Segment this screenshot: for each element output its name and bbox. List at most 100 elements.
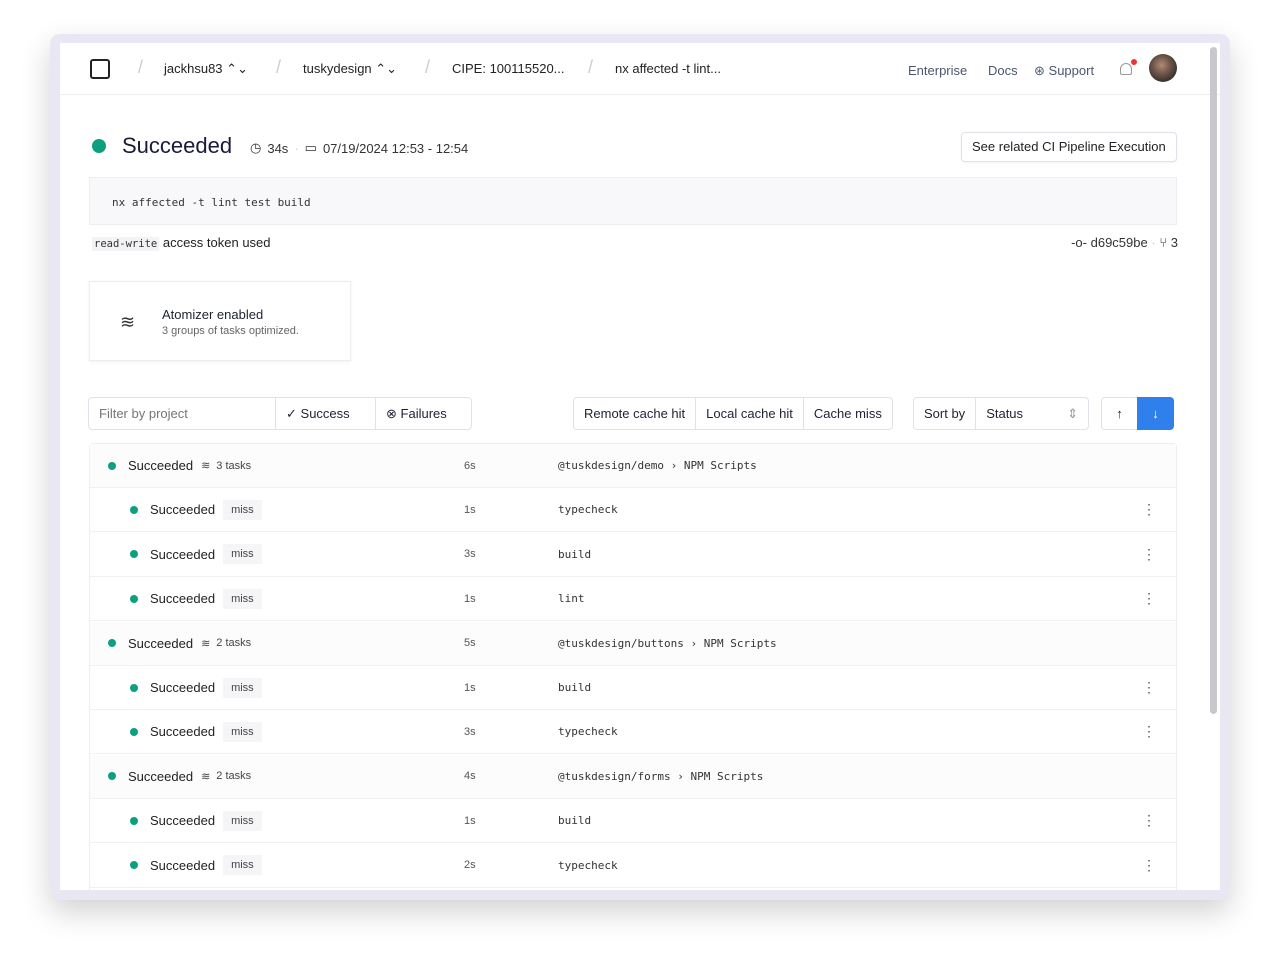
more-options-icon[interactable]: ⋮ <box>1142 545 1156 562</box>
project-name: @tuskdesign/demo <box>558 459 664 472</box>
task-count: 2 tasks <box>216 770 252 783</box>
row-duration: 3s <box>464 548 476 561</box>
row-duration: 2s <box>464 859 476 872</box>
notification-dot <box>1131 59 1137 65</box>
calendar-icon: ▭ <box>304 140 317 155</box>
row-project: @tuskdesign/buttons › NPM Scripts <box>558 636 777 650</box>
status-dot <box>130 550 138 559</box>
breadcrumb-org[interactable]: jackhsu83 ⌃⌄ <box>164 61 248 77</box>
sort-descending-button[interactable]: ↓ <box>1137 397 1174 430</box>
row-status: Succeeded <box>128 458 194 473</box>
row-project: @tuskdesign/demo › NPM Scripts <box>558 459 757 472</box>
see-related-cipe-button[interactable]: See related CI Pipeline Execution <box>961 132 1177 162</box>
task-row[interactable]: Succeeded miss 1s build ⋮ <box>90 666 1176 710</box>
remote-cache-hit-button[interactable]: Remote cache hit <box>573 397 697 430</box>
sort-ascending-button[interactable]: ↑ <box>1101 397 1138 430</box>
commit-sha[interactable]: d69c59be <box>1090 235 1148 250</box>
nav-docs[interactable]: Docs <box>988 63 1018 78</box>
task-row[interactable]: Succeeded miss 1s typecheck ⋮ <box>90 488 1176 533</box>
more-options-icon[interactable]: ⋮ <box>1142 679 1156 695</box>
sort-by-label: Sort by <box>913 397 977 430</box>
sort-select[interactable]: Status ⇕ <box>975 397 1090 430</box>
task-name: lint <box>558 592 585 606</box>
scrollbar[interactable] <box>1210 47 1217 714</box>
breadcrumb-workspace[interactable]: tuskydesign ⌃⌄ <box>303 61 397 77</box>
separator: / <box>276 57 282 77</box>
project-name: @tuskdesign/buttons <box>558 636 684 650</box>
filter-failures-button[interactable]: ⊗ Failures <box>375 397 472 430</box>
cache-filters: Remote cache hit Local cache hit Cache m… <box>573 397 893 430</box>
project-name: @tuskdesign/forms <box>558 769 671 783</box>
row-duration: 1s <box>464 592 476 605</box>
top-nav: / jackhsu83 ⌃⌄ / tuskydesign ⌃⌄ / CIPE: … <box>60 43 1220 95</box>
nx-cloud-logo-icon[interactable] <box>90 59 110 79</box>
more-options-icon[interactable]: ⋮ <box>1142 723 1156 740</box>
cache-miss-button[interactable]: Cache miss <box>802 397 893 430</box>
commit-info: -o- d69c59be · ⑂ 3 <box>1071 235 1178 250</box>
lifebuoy-icon: ⊛ <box>1034 63 1045 78</box>
more-options-icon[interactable]: ⋮ <box>1142 812 1156 829</box>
row-status: Succeeded <box>150 502 216 518</box>
status-dot <box>130 727 138 736</box>
app-window: / jackhsu83 ⌃⌄ / tuskydesign ⌃⌄ / CIPE: … <box>60 43 1220 890</box>
status-dot <box>108 461 116 470</box>
chevron-updown-icon: ⌃⌄ <box>226 61 248 76</box>
layers-icon: ≋ <box>201 460 211 472</box>
task-row[interactable]: Succeeded miss 1s build ⋮ <box>90 799 1176 844</box>
task-row[interactable]: Succeeded miss 1s lint ⋮ <box>90 577 1176 622</box>
task-group-row[interactable]: Succeeded ≋ 3 tasks 6s @tuskdesign/demo ›… <box>90 444 1176 488</box>
local-cache-hit-button[interactable]: Local cache hit <box>695 397 804 430</box>
task-row[interactable]: Succeeded miss 3s build ⋮ <box>90 533 1176 577</box>
more-options-icon[interactable]: ⋮ <box>1142 501 1156 518</box>
sort-select-value: Status <box>986 406 1024 421</box>
more-options-icon[interactable]: ⋮ <box>1142 590 1156 607</box>
avatar[interactable] <box>1149 54 1177 82</box>
nav-enterprise[interactable]: Enterprise <box>908 63 968 78</box>
commit-icon: -o- <box>1071 235 1087 250</box>
sort-direction: ↑ ↓ <box>1101 397 1174 430</box>
row-duration: 3s <box>464 725 476 738</box>
run-status: Succeeded <box>92 133 232 159</box>
task-group-row[interactable]: Succeeded ≋ 2 tasks 4s @tuskdesign/forms … <box>90 754 1176 799</box>
task-name: build <box>558 681 592 694</box>
target-name: NPM Scripts <box>683 459 757 472</box>
layers-icon: ≋ <box>120 312 136 332</box>
task-name: typecheck <box>558 858 618 872</box>
status-dot <box>108 639 116 648</box>
cache-badge: miss <box>223 544 262 565</box>
chevron-updown-icon: ⌃⌄ <box>375 61 398 76</box>
row-duration: 4s <box>464 770 476 783</box>
nav-support[interactable]: ⊛ Support <box>1034 63 1094 79</box>
cache-badge: miss <box>223 721 262 742</box>
check-circle-icon: ✓ <box>286 406 297 421</box>
task-row[interactable]: Succeeded miss 3s typecheck ⋮ <box>90 710 1176 755</box>
layers-icon: ≋ <box>201 770 211 783</box>
status-dot <box>130 816 138 825</box>
task-row[interactable]: Succeeded miss 2s typecheck ⋮ <box>90 844 1176 888</box>
row-duration: 1s <box>464 681 476 694</box>
task-group-row[interactable]: Succeeded ≋ 2 tasks 5s @tuskdesign/button… <box>90 621 1176 666</box>
target-name: NPM Scripts <box>703 636 777 650</box>
task-name: typecheck <box>558 503 618 517</box>
row-duration: 5s <box>464 637 476 650</box>
filter-by-project-input[interactable] <box>88 397 276 430</box>
breadcrumb-cipe[interactable]: CIPE: 100115520... <box>452 61 565 76</box>
row-status: Succeeded <box>150 724 216 740</box>
breadcrumb-run[interactable]: nx affected -t lint... <box>615 61 721 76</box>
atomizer-subtitle: 3 groups of tasks optimized. <box>162 325 299 337</box>
more-options-icon[interactable]: ⋮ <box>1142 856 1156 873</box>
row-status: Succeeded <box>128 635 194 651</box>
branch-icon: ⑂ <box>1159 235 1168 250</box>
row-status: Succeeded <box>150 857 216 873</box>
cache-badge: miss <box>223 855 262 876</box>
row-duration: 1s <box>464 503 476 516</box>
status-dot <box>130 861 138 870</box>
target-name: NPM Scripts <box>690 769 764 783</box>
row-duration: 6s <box>464 459 476 472</box>
clock-icon: ◷ <box>250 140 262 155</box>
row-status: Succeeded <box>128 768 194 784</box>
bell-icon[interactable] <box>1120 63 1132 75</box>
filter-success-button[interactable]: ✓ Success <box>275 397 376 430</box>
filter-success-label: Success <box>300 406 350 421</box>
run-meta: ◷ 34s · ▭ 07/19/2024 12:53 - 12:54 <box>250 140 468 156</box>
